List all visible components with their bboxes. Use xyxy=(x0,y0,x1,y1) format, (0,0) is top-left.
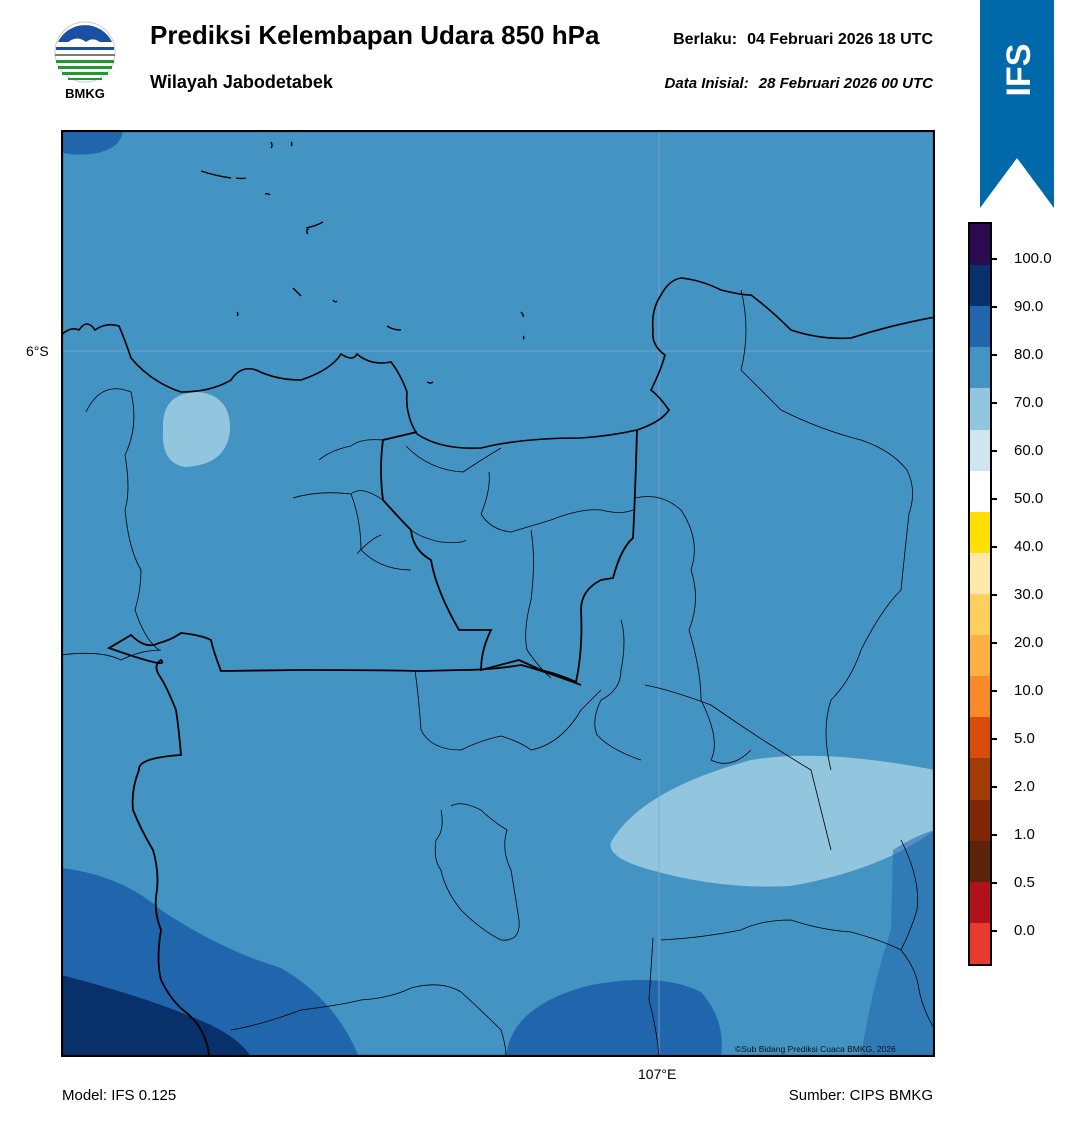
init-time-value: 28 Februari 2026 00 UTC xyxy=(758,75,933,92)
colorbar-segment xyxy=(970,676,990,718)
colorbar-segment xyxy=(970,470,990,512)
humidity-field-60-70-west xyxy=(162,392,231,467)
colorbar-tick-label: 100.0 xyxy=(1014,250,1052,267)
bmkg-logo-icon xyxy=(54,21,116,83)
thousand-islands xyxy=(200,141,525,384)
colorbar-tick-mark xyxy=(990,498,997,500)
colorbar-tick-mark xyxy=(990,690,997,692)
colorbar-tick-label: 60.0 xyxy=(1014,442,1044,459)
colorbar-tick-mark xyxy=(990,834,997,836)
colorbar-tick-label: 1.0 xyxy=(1014,826,1035,843)
colorbar-tick-mark xyxy=(990,594,997,596)
model-info: Model: IFS 0.125 xyxy=(62,1087,177,1104)
colorbar xyxy=(968,222,992,966)
colorbar-tick-mark xyxy=(990,306,997,308)
valid-time-value: 04 Februari 2026 18 UTC xyxy=(747,31,933,48)
colorbar-tick-label: 30.0 xyxy=(1014,586,1044,603)
colorbar-segment xyxy=(970,799,990,841)
colorbar-segment xyxy=(970,265,990,307)
colorbar-tick-label: 40.0 xyxy=(1014,538,1044,555)
colorbar-tick-mark xyxy=(990,738,997,740)
colorbar-segment xyxy=(970,717,990,759)
colorbar-segment xyxy=(970,347,990,389)
colorbar-tick-label: 50.0 xyxy=(1014,490,1044,507)
colorbar-segment xyxy=(970,306,990,348)
colorbar-tick-label: 5.0 xyxy=(1014,730,1035,747)
colorbar-tick-label: 90.0 xyxy=(1014,298,1044,315)
region-subtitle: Wilayah Jabodetabek xyxy=(150,72,333,92)
init-time: Data Inisial: 28 Februari 2026 00 UTC xyxy=(665,75,933,92)
colorbar-tick-mark xyxy=(990,642,997,644)
colorbar-segment xyxy=(970,552,990,594)
humidity-field-80-90-south xyxy=(506,979,722,1057)
colorbar-tick-mark xyxy=(990,786,997,788)
source-info: Sumber: CIPS BMKG xyxy=(788,1087,933,1104)
colorbar-segment xyxy=(970,388,990,430)
colorbar-tick-mark xyxy=(990,450,997,452)
colorbar-tick-mark xyxy=(990,402,997,404)
logo-text: BMKG xyxy=(65,86,105,101)
colorbar-tick-label: 70.0 xyxy=(1014,394,1044,411)
ifs-badge: IFS xyxy=(980,0,1054,208)
colorbar-tick-label: 2.0 xyxy=(1014,778,1035,795)
colorbar-segment xyxy=(970,758,990,800)
colorbar-segment xyxy=(970,881,990,923)
init-time-label: Data Inisial: xyxy=(664,75,749,92)
colorbar-tick-label: 80.0 xyxy=(1014,346,1044,363)
latitude-label: 6°S xyxy=(26,343,49,359)
copyright-text: ©Sub Bidang Prediksi Cuaca BMKG, 2026 xyxy=(735,1044,896,1054)
longitude-label: 107°E xyxy=(638,1066,677,1082)
province-border xyxy=(106,429,638,1057)
colorbar-tick-label: 20.0 xyxy=(1014,634,1044,651)
valid-time-label: Berlaku: xyxy=(673,31,738,48)
colorbar-segment xyxy=(970,922,990,964)
humidity-field-60-70-east xyxy=(610,755,935,887)
colorbar-tick-label: 0.0 xyxy=(1014,922,1035,939)
colorbar-tick-mark xyxy=(990,354,997,356)
colorbar-segment xyxy=(970,511,990,553)
colorbar-tick-mark xyxy=(990,258,997,260)
colorbar-segment xyxy=(970,224,990,266)
colorbar-segment xyxy=(970,429,990,471)
page-title: Prediksi Kelembapan Udara 850 hPa xyxy=(150,20,600,50)
colorbar-tick-mark xyxy=(990,546,997,548)
colorbar-tick-label: 10.0 xyxy=(1014,682,1044,699)
regency-borders xyxy=(61,289,935,1057)
valid-time: Berlaku: 04 Februari 2026 18 UTC xyxy=(673,31,933,49)
colorbar-tick-mark xyxy=(990,882,997,884)
colorbar-segment xyxy=(970,840,990,882)
coastline xyxy=(61,277,935,450)
colorbar-segment xyxy=(970,635,990,677)
colorbar-tick-mark xyxy=(990,930,997,932)
humidity-map xyxy=(61,130,935,1057)
colorbar-tick-label: 0.5 xyxy=(1014,874,1035,891)
humidity-field-70-80 xyxy=(61,130,935,1057)
humidity-field-80-90-topleft xyxy=(61,130,123,155)
colorbar-segment xyxy=(970,593,990,636)
ifs-badge-label: IFS xyxy=(1000,44,1038,97)
